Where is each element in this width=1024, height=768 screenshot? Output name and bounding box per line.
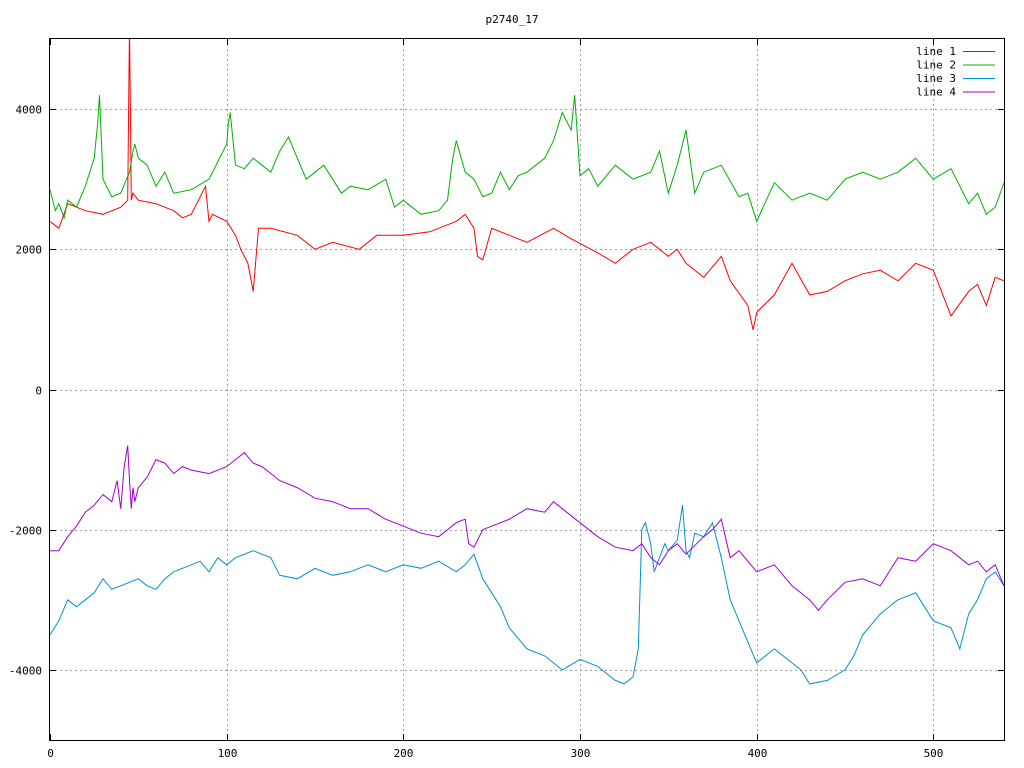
y-tick-label: 2000 — [16, 244, 43, 257]
y-tick-label: -4000 — [9, 665, 42, 678]
series-line-2 — [50, 95, 1004, 223]
legend-label: line 2 — [916, 59, 956, 72]
plot-frame — [49, 38, 1005, 741]
legend-label: line 3 — [916, 72, 956, 85]
x-tick-label: 0 — [47, 747, 54, 760]
legend-label: line 4 — [916, 86, 956, 99]
series-lines — [50, 39, 1004, 685]
x-tick-label: 400 — [748, 747, 768, 760]
x-tick-label: 100 — [218, 747, 238, 760]
axes: 0 100 200 300 400 500 -4000 -2000 0 2000 4000 — [9, 39, 1004, 760]
series-line-3 — [50, 505, 1004, 685]
x-tick-label: 300 — [571, 747, 591, 760]
y-tick-label: -2000 — [9, 525, 42, 538]
series-line-4 — [50, 445, 1004, 612]
series-line-1 — [50, 39, 1004, 331]
y-tick-label: 4000 — [16, 104, 43, 117]
legend-label: line 1 — [916, 45, 956, 58]
grid-lines — [50, 39, 1004, 740]
chart-title: p2740_17 — [486, 13, 539, 26]
x-tick-label: 200 — [394, 747, 414, 760]
y-tick-label: 0 — [35, 385, 42, 398]
x-tick-label: 500 — [924, 747, 944, 760]
